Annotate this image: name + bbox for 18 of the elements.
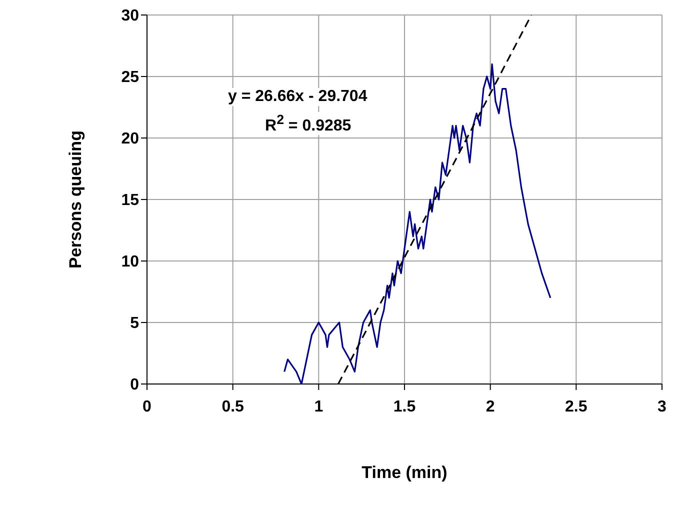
x-tick-label: 0.5	[222, 398, 244, 416]
x-tick-label: 2.5	[565, 398, 588, 416]
x-tick-label: 0	[142, 398, 152, 416]
x-tick-label: 3	[658, 398, 667, 416]
y-tick-label: 15	[121, 192, 140, 210]
x-tick-label: 1	[314, 398, 324, 416]
y-tick-label: 5	[130, 315, 140, 332]
y-tick-label: 25	[121, 69, 140, 86]
annotation: R$^{2}$ = 0.9285	[265, 112, 352, 136]
y-axis-title: Persons queuing	[66, 130, 86, 268]
y-tick-label: 20	[121, 130, 140, 148]
x-tick-label: 1.5	[393, 398, 416, 416]
y-tick-label: 10	[121, 254, 140, 271]
x-tick-label: 2	[486, 398, 495, 416]
y-tick-label: 30	[121, 8, 140, 25]
y-tick-label: 0	[130, 376, 140, 394]
annotation: y = 26.66x - 29.704	[228, 88, 368, 106]
x-axis-title: Time (min)	[362, 463, 448, 482]
